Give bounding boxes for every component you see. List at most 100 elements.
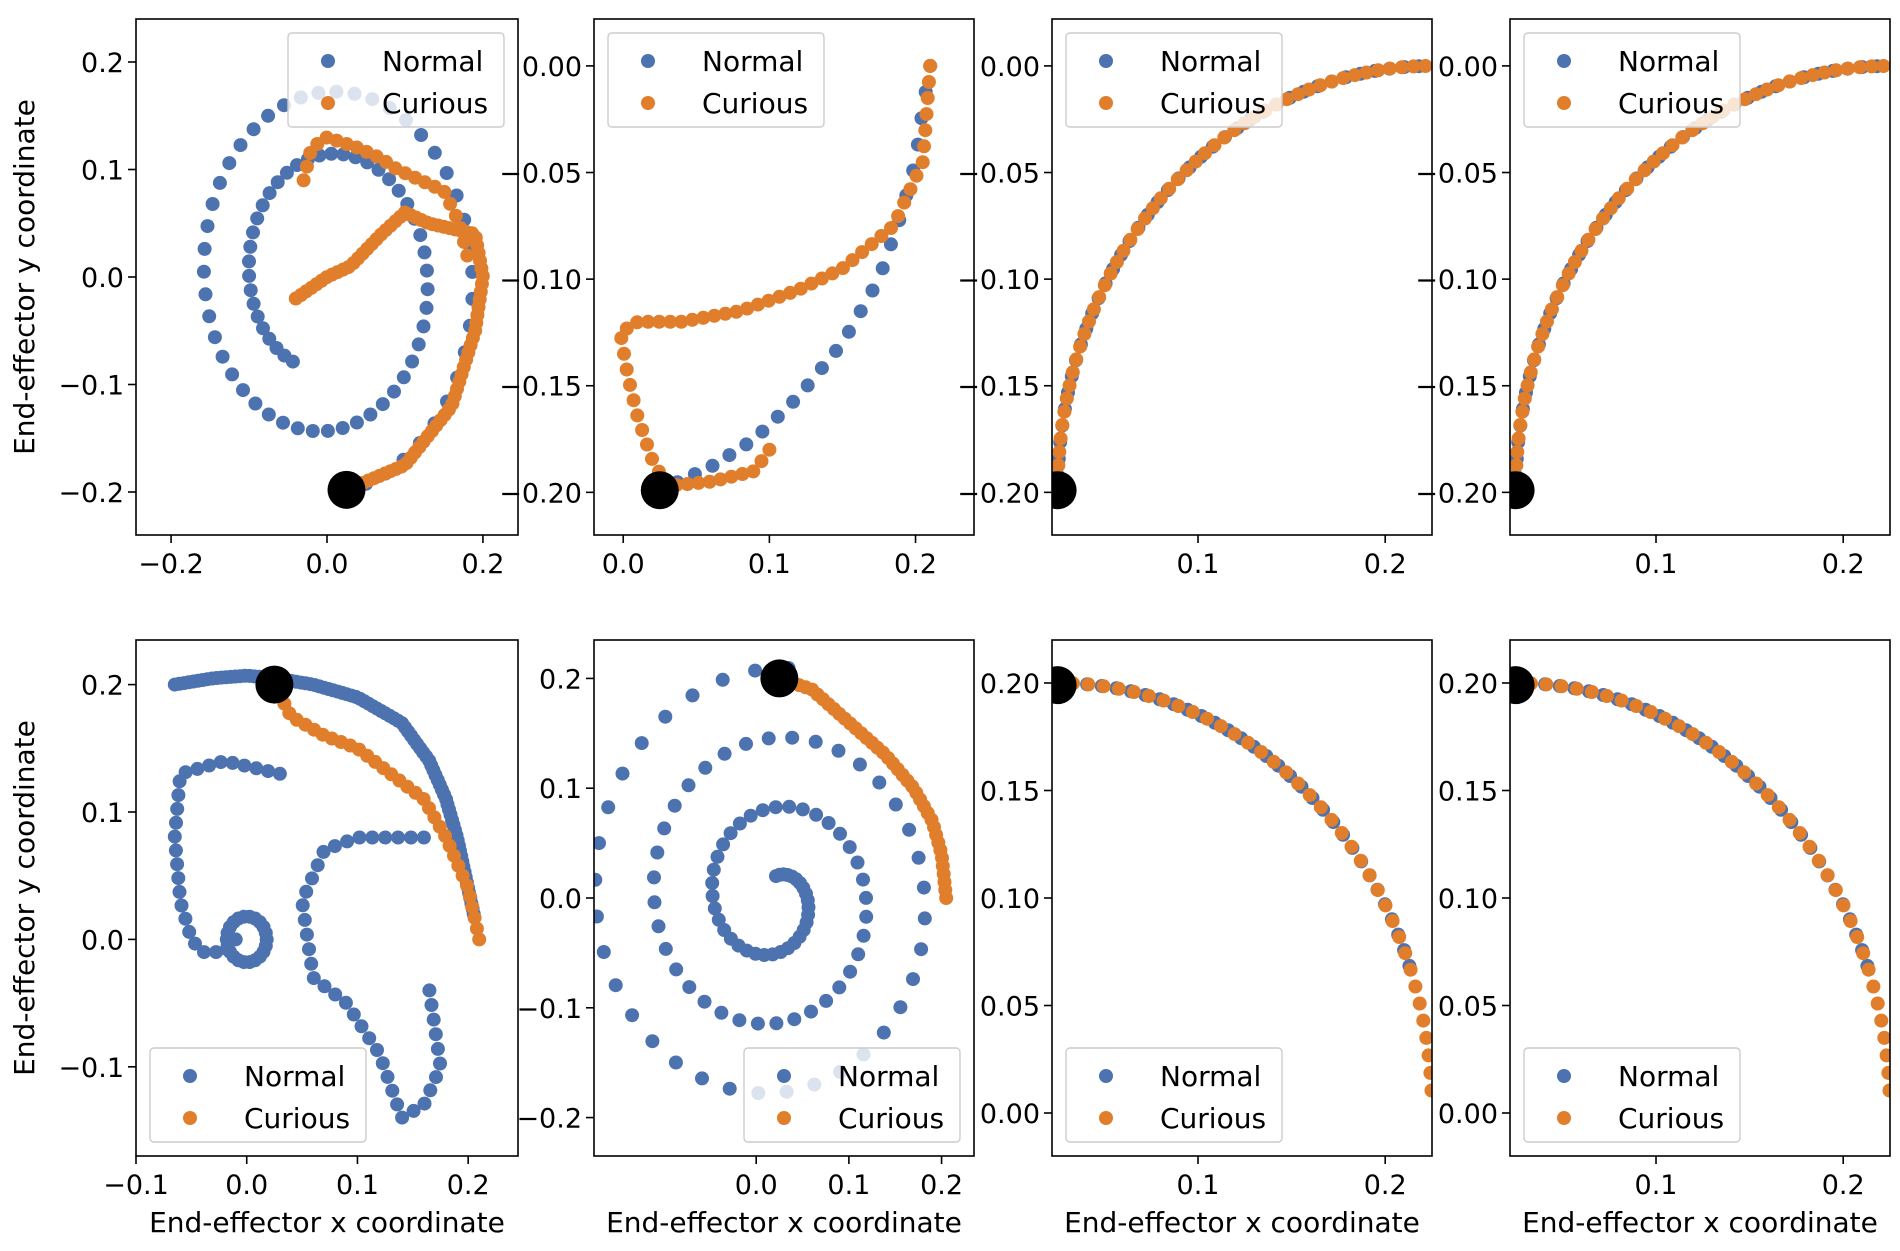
data-point-curious	[640, 437, 654, 452]
start-marker	[327, 470, 366, 509]
data-point-normal	[256, 321, 270, 336]
y-tick-label: −0.10	[499, 265, 582, 296]
data-point-normal	[299, 927, 314, 942]
data-point-normal	[716, 837, 731, 852]
legend-label-curious: Curious	[1160, 87, 1266, 120]
data-point-curious	[1291, 87, 1305, 102]
data-point-curious	[1394, 60, 1409, 75]
data-point-normal	[200, 219, 215, 234]
data-point-normal	[242, 254, 256, 269]
data-point-curious	[1398, 946, 1413, 961]
data-point-normal	[706, 862, 721, 877]
legend-marker-curious	[777, 1111, 791, 1125]
data-point-normal	[833, 826, 847, 841]
data-point-normal	[413, 228, 428, 243]
data-point-normal	[651, 919, 666, 934]
data-point-curious	[1574, 243, 1589, 258]
y-tick-label: −0.15	[957, 372, 1040, 403]
data-point-normal	[428, 1027, 443, 1042]
data-point-normal	[808, 734, 823, 749]
data-point-normal	[795, 802, 810, 817]
data-point-normal	[306, 971, 321, 986]
data-point-curious	[1254, 745, 1269, 759]
data-point-curious	[835, 261, 850, 276]
data-point-normal	[809, 807, 824, 822]
x-tick-label: 0.0	[306, 549, 349, 580]
data-point-curious	[1877, 1030, 1890, 1045]
data-point-curious	[1620, 181, 1635, 196]
data-point-curious	[897, 195, 912, 210]
legend-marker-normal	[1557, 54, 1571, 68]
data-point-curious	[1156, 693, 1171, 708]
data-point-normal	[859, 909, 874, 924]
legend-label-curious: Curious	[838, 1102, 944, 1135]
data-point-normal	[255, 198, 270, 213]
data-point-normal	[424, 998, 439, 1012]
data-point-curious	[1126, 685, 1141, 699]
data-point-normal	[732, 1013, 747, 1028]
data-point-curious	[1200, 711, 1214, 726]
y-axis-label: End-effector y coordinate	[8, 99, 41, 455]
data-point-curious	[1866, 979, 1881, 994]
data-point-curious	[1561, 266, 1576, 281]
data-point-normal	[841, 324, 856, 339]
data-point-curious	[1852, 60, 1867, 75]
data-point-curious	[1749, 87, 1763, 102]
data-point-curious	[1103, 266, 1118, 281]
data-point-normal	[707, 901, 722, 916]
data-point-curious	[652, 314, 667, 329]
data-point-curious	[1347, 68, 1362, 83]
data-point-curious	[1584, 685, 1599, 699]
data-point-curious	[1324, 812, 1339, 827]
data-point-normal	[785, 730, 800, 745]
data-point-normal	[349, 415, 364, 430]
data-point-curious	[1544, 302, 1559, 317]
data-point-normal	[411, 337, 426, 352]
y-tick-label: −0.15	[1415, 372, 1498, 403]
data-point-normal	[843, 964, 858, 979]
data-point-normal	[419, 300, 434, 315]
data-point-normal	[405, 354, 420, 369]
data-point-curious	[1588, 222, 1603, 236]
y-tick-label: 0.1	[81, 798, 124, 829]
legend-marker-normal	[321, 54, 335, 68]
data-point-curious	[1421, 1048, 1432, 1063]
data-point-normal	[261, 407, 276, 422]
data-point-normal	[172, 884, 187, 899]
series-curious	[614, 58, 938, 493]
data-point-curious	[923, 58, 938, 73]
y-tick-label: −0.05	[1415, 159, 1498, 190]
data-point-normal	[427, 145, 442, 160]
data-point-normal	[906, 972, 920, 987]
data-point-normal	[697, 994, 712, 1009]
data-point-normal	[236, 383, 250, 398]
data-point-normal	[414, 128, 429, 142]
data-point-curious	[1850, 930, 1865, 944]
y-tick-label: −0.1	[58, 1053, 124, 1084]
data-point-curious	[465, 900, 480, 914]
data-point-normal	[385, 1083, 400, 1098]
data-point-normal	[831, 743, 846, 758]
data-point-normal	[382, 172, 397, 187]
y-tick-label: −0.15	[499, 372, 582, 403]
y-tick-label: 0.20	[980, 669, 1040, 700]
data-point-curious	[1353, 853, 1368, 868]
data-point-curious	[1760, 788, 1775, 803]
panel-row2-col1: −0.1 0.0 0.1 0.2 −0.1 0.0 0.1 0.2 End-effector x…	[8, 639, 519, 1239]
data-point-curious	[1513, 418, 1528, 432]
data-point-normal	[190, 761, 205, 776]
data-point-normal	[755, 424, 770, 439]
data-point-curious	[920, 91, 935, 105]
x-tick-label: 0.0	[602, 549, 645, 580]
plot-area	[1510, 666, 1890, 1098]
data-point-curious	[1828, 883, 1843, 898]
data-point-normal	[233, 138, 248, 153]
data-point-curious	[1724, 754, 1739, 769]
data-point-normal	[225, 367, 240, 382]
data-point-curious	[1760, 82, 1775, 97]
y-tick-label: −0.20	[499, 478, 582, 509]
data-point-normal	[246, 225, 260, 240]
data-point-curious	[713, 472, 728, 487]
data-point-normal	[668, 1055, 683, 1070]
data-point-curious	[874, 229, 889, 243]
